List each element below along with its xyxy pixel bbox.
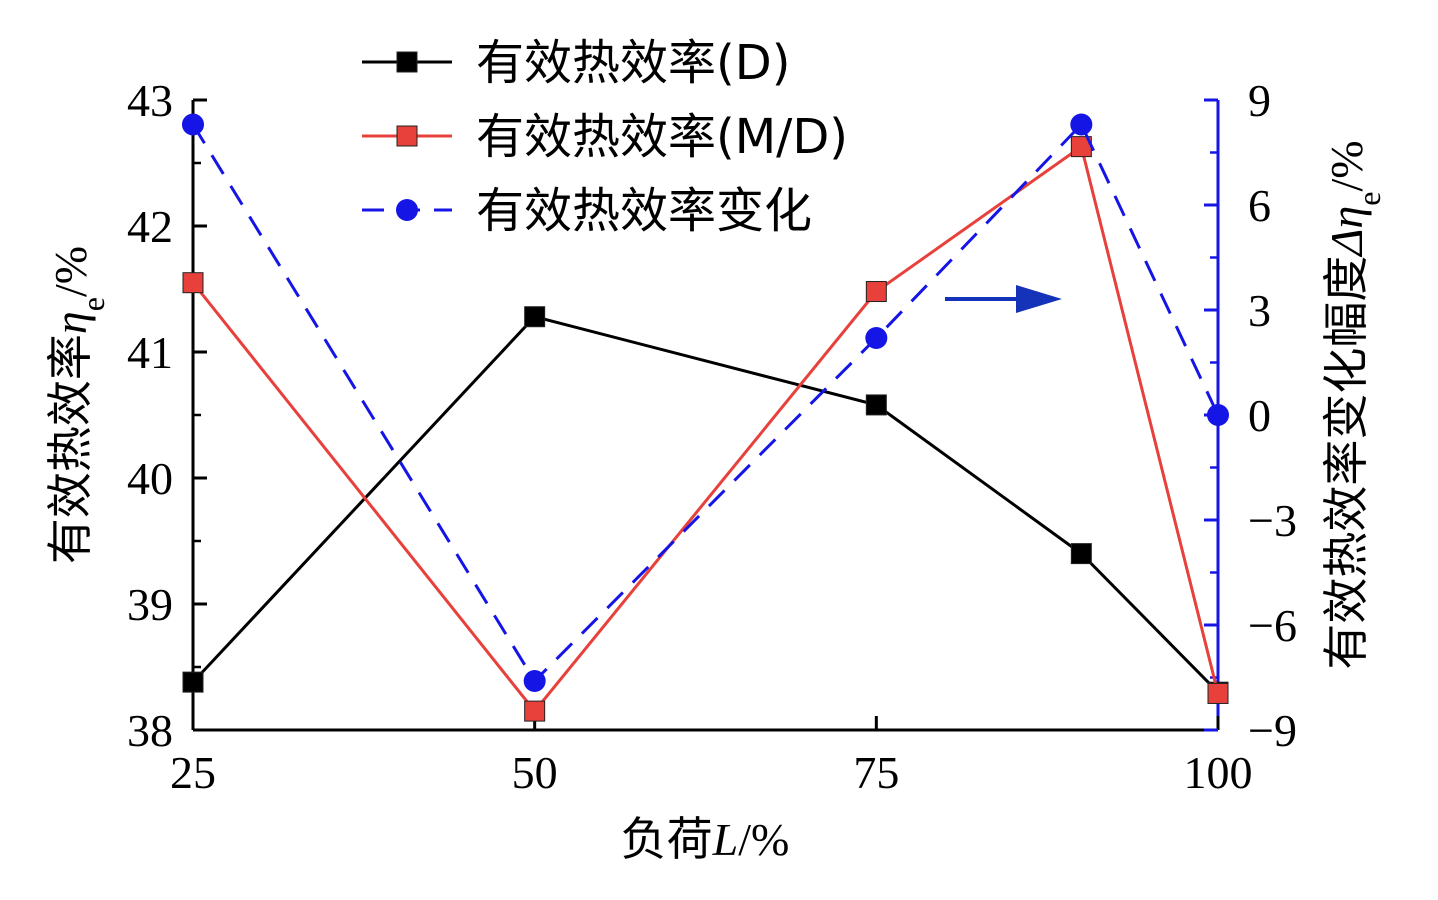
y-right-tick-label: 6 [1248, 180, 1271, 231]
y-right-tick-label: 9 [1248, 75, 1271, 126]
right-axis-arrow-head [1016, 285, 1062, 313]
y-axis-left-title: 有效热效率ηe/% [43, 246, 111, 564]
x-tick-label: 25 [170, 747, 216, 798]
x-tick-label: 50 [512, 747, 558, 798]
series-2-point [865, 281, 887, 303]
y-right-tick-label: −6 [1248, 600, 1297, 651]
y-right-tick-label: −9 [1248, 705, 1297, 756]
y-axis-right-title: 有效热效率变化幅度Δηe/% [1319, 140, 1387, 669]
y-left-tick-label: 43 [127, 75, 173, 126]
legend-label-2: 有效热效率(M/D) [476, 109, 848, 165]
series-1-point [1070, 543, 1092, 565]
legend-layer: 有效热效率(D) 有效热效率(M/D) 有效热效率变化 [362, 35, 848, 239]
legend-marker-3 [396, 199, 418, 221]
series-1-point [182, 671, 204, 693]
y-left-tick-label: 38 [127, 705, 173, 756]
series-1-point [524, 306, 546, 328]
series-1-point [865, 394, 887, 416]
x-axis-title: 负荷L/% [621, 812, 790, 866]
series-3-point [865, 327, 888, 349]
series-3-point [1070, 113, 1093, 136]
legend-label-3: 有效热效率变化 [476, 183, 812, 239]
legend-marker-2 [396, 125, 418, 147]
y-right-tick-label: 3 [1248, 285, 1271, 336]
y-right-tick-label: −3 [1248, 495, 1297, 546]
series-3-point [182, 113, 204, 136]
series-2-point [1207, 682, 1229, 704]
series-2-point [524, 700, 546, 722]
series-3-point [1207, 404, 1229, 426]
annotation-layer [945, 285, 1062, 313]
y-left-tick-label: 41 [127, 327, 173, 378]
x-tick-label: 75 [853, 747, 899, 798]
series-layer [182, 113, 1229, 722]
series-3-point [523, 670, 546, 692]
axes-layer: 25 50 75 100 38 39 40 41 42 43 −9 −6 −3 0 3 6 9 [127, 75, 1297, 798]
y-right-tick-label: 0 [1248, 390, 1271, 441]
label-layer: 负荷L/% 有效热效率ηe/% 有效热效率变化幅度Δηe/% [43, 140, 1387, 866]
y-left-tick-label: 42 [127, 201, 173, 252]
x-tick-label: 100 [1184, 747, 1253, 798]
legend-marker-1 [396, 51, 418, 73]
legend-label-1: 有效热效率(D) [476, 35, 790, 91]
y-left-tick-label: 39 [127, 579, 173, 630]
series-2-point [182, 272, 204, 294]
y-left-tick-label: 40 [127, 453, 173, 504]
